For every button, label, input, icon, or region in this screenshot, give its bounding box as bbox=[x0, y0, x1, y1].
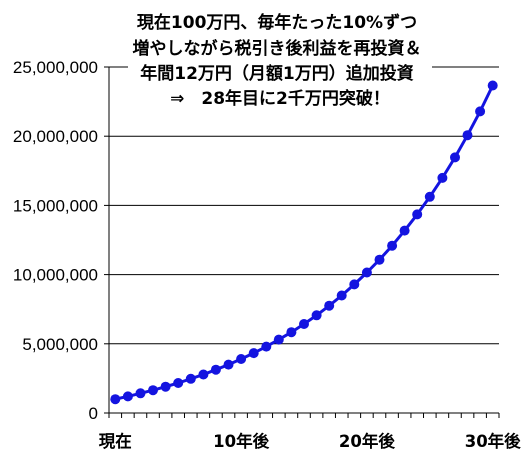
data-point bbox=[424, 191, 435, 202]
data-point bbox=[122, 391, 133, 402]
x-tick-label: 20年後 bbox=[339, 431, 395, 451]
title-line-1: 現在100万円、毎年たった10%ずつ bbox=[137, 12, 417, 33]
data-point bbox=[160, 381, 171, 392]
data-point bbox=[324, 300, 335, 311]
data-point bbox=[248, 348, 259, 359]
series-line bbox=[114, 84, 495, 401]
data-point bbox=[148, 385, 158, 396]
data-point bbox=[487, 80, 498, 91]
series bbox=[110, 80, 498, 405]
data-point bbox=[236, 354, 247, 364]
y-tick-label: 0 bbox=[89, 404, 98, 423]
data-point bbox=[361, 267, 372, 278]
data-point bbox=[135, 388, 146, 399]
x-tick-label: 30年後 bbox=[465, 431, 521, 451]
y-tick-label: 5,000,000 bbox=[22, 335, 98, 354]
data-point bbox=[399, 225, 410, 236]
y-tick-label: 20,000,000 bbox=[13, 127, 98, 146]
data-point bbox=[110, 394, 121, 405]
data-point bbox=[450, 152, 460, 163]
y-tick-label: 15,000,000 bbox=[13, 196, 98, 215]
title-background bbox=[128, 8, 432, 110]
data-point bbox=[311, 310, 322, 321]
data-point bbox=[286, 327, 297, 338]
data-point bbox=[336, 290, 347, 301]
x-tick-label: 10年後 bbox=[213, 431, 269, 451]
data-point bbox=[462, 130, 473, 141]
title-line-4: ⇒ 28年目に2千万円突破！ bbox=[170, 88, 390, 109]
data-point bbox=[437, 172, 448, 183]
data-point bbox=[374, 254, 385, 265]
data-point bbox=[299, 319, 309, 329]
data-point bbox=[261, 341, 272, 352]
data-point bbox=[273, 334, 284, 345]
data-point bbox=[210, 364, 221, 375]
x-axis-labels: 現在 10年後 20年後 30年後 bbox=[99, 431, 521, 451]
data-point bbox=[223, 359, 234, 370]
data-point bbox=[198, 369, 209, 380]
data-point bbox=[412, 209, 423, 220]
y-tick-label: 25,000,000 bbox=[13, 58, 98, 77]
title-line-3: 年間12万円（月額1万円）追加投資 bbox=[140, 63, 414, 84]
y-axis-labels: 0 5,000,000 10,000,000 15,000,000 20,000,000… bbox=[13, 58, 98, 423]
data-point bbox=[349, 279, 360, 290]
axes bbox=[104, 66, 500, 418]
data-point bbox=[185, 373, 196, 384]
data-point bbox=[173, 378, 184, 388]
data-point bbox=[475, 106, 486, 117]
chart-title: 現在100万円、毎年たった10%ずつ 増やしながら税引き後利益を再投資＆ 年間1… bbox=[128, 8, 432, 110]
x-tick-label: 現在 bbox=[99, 431, 132, 451]
y-tick-label: 10,000,000 bbox=[13, 266, 98, 285]
title-line-2: 増やしながら税引き後利益を再投資＆ bbox=[133, 38, 422, 59]
data-point bbox=[387, 240, 398, 251]
